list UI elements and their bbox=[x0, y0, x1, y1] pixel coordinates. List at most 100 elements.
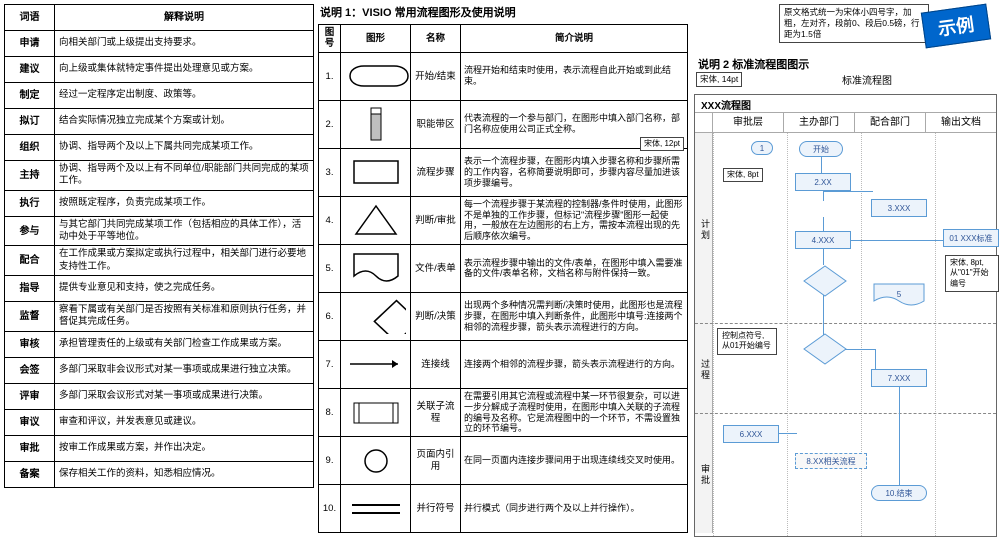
glossary-desc: 按照既定程序，负责完成某项工作。 bbox=[55, 190, 314, 216]
glossary-panel: 词语 解释说明 申请向相关部门或上级提出支持要求。建议向上级或集体就特定事件提出… bbox=[4, 4, 314, 539]
shape-row: 8. 关联子流程在需要引用其它流程或流程中某一环节很复杂，可以进一步分解成子流程时… bbox=[319, 388, 688, 436]
node-1: 1 bbox=[751, 141, 773, 155]
node-6: 6.XXX bbox=[723, 425, 779, 443]
shapes-h-name: 名称 bbox=[411, 25, 461, 53]
shape-desc: 出现两个多种情况需判断/决策时使用，此图形也是流程步骤，在图形中填入判断条件，此… bbox=[461, 292, 688, 340]
formatting-note: 原文格式统一为宋体小四号字，加粗，左对齐，段前0、段后0.5磅，行距为1.5倍 bbox=[779, 4, 929, 43]
shape-row: 1.开始/结束流程开始和结束时使用，表示流程自此开始或到此结束。 bbox=[319, 52, 688, 100]
glossary-term: 审议 bbox=[5, 409, 55, 435]
glossary-desc: 与其它部门共同完成某项工作（包括相应的具体工作），活动中处于平等地位。 bbox=[55, 216, 314, 246]
shapes-title: 说明 1：VISIO 常用流程图形及使用说明 bbox=[320, 4, 688, 20]
glossary-desc: 经过一定程序定出制度、政策等。 bbox=[55, 83, 314, 109]
glossary-row: 监督察看下属或有关部门是否按照有关标准和原则执行任务，并督促其完成任务。 bbox=[5, 302, 314, 332]
shapes-table: 图号 图形 名称 简介说明 1.开始/结束流程开始和结束时使用，表示流程自此开始… bbox=[318, 24, 688, 533]
glossary-desc: 提供专业意见和支持，使之完成任务。 bbox=[55, 276, 314, 302]
phase-0: 计划 bbox=[695, 133, 713, 323]
doc-5: 5 bbox=[873, 283, 925, 307]
glossary-desc: 结合实际情况独立完成某个方案或计划。 bbox=[55, 109, 314, 135]
glossary-header-desc: 解释说明 bbox=[55, 5, 314, 31]
shape-icon bbox=[341, 292, 411, 340]
shape-idx: 10. bbox=[319, 485, 341, 533]
sample-flowchart-panel: 原文格式统一为宋体小四号字，加粗，左对齐，段前0、段后0.5磅，行距为1.5倍 … bbox=[692, 4, 999, 539]
flowchart-container: XXX流程图 审批层 主办部门 配合部门 输出文档 计划 过程 审批 bbox=[694, 94, 997, 537]
lane-h-0: 审批层 bbox=[713, 113, 784, 132]
shape-name: 连接线 bbox=[411, 340, 461, 388]
glossary-term: 审核 bbox=[5, 331, 55, 357]
shape-idx: 7. bbox=[319, 340, 341, 388]
shape-idx: 3. bbox=[319, 148, 341, 196]
shape-idx: 5. bbox=[319, 244, 341, 292]
shapes-panel: 说明 1：VISIO 常用流程图形及使用说明 图号 图形 名称 简介说明 1.开… bbox=[318, 4, 688, 539]
glossary-row: 指导提供专业意见和支持，使之完成任务。 bbox=[5, 276, 314, 302]
glossary-term: 执行 bbox=[5, 190, 55, 216]
shape-icon bbox=[341, 100, 411, 148]
glossary-desc: 协调、指导两个及以上有不同单位/职能部门共同完成的某项工作。 bbox=[55, 161, 314, 191]
subtitle-label: 标准流程图 bbox=[842, 72, 892, 87]
glossary-desc: 在工作成果或方案拟定或执行过程中，相关部门进行必要地支持性工作。 bbox=[55, 246, 314, 276]
glossary-row: 备案保存相关工作的资料，知悉相应情况。 bbox=[5, 461, 314, 487]
right-title: 说明 2 标准流程图图示 bbox=[698, 56, 809, 72]
glossary-desc: 察看下属或有关部门是否按照有关标准和原则执行任务，并督促其完成任务。 bbox=[55, 302, 314, 332]
glossary-row: 审议审查和评议，并发表意见或建议。 bbox=[5, 409, 314, 435]
shape-idx: 8. bbox=[319, 388, 341, 436]
shapes-h-idx: 图号 bbox=[319, 25, 341, 53]
shape-idx: 1. bbox=[319, 52, 341, 100]
node-8: 8.XX相关流程 bbox=[795, 453, 867, 469]
glossary-desc: 多部门采取会议形式对某一事项或成果进行决策。 bbox=[55, 383, 314, 409]
glossary-table: 词语 解释说明 申请向相关部门或上级提出支持要求。建议向上级或集体就特定事件提出… bbox=[4, 4, 314, 488]
phase-2: 审批 bbox=[695, 413, 713, 533]
shape-desc: 每一个流程步骤于某流程的控制器/条件时使用，此图形不是单独的工作步骤，但标记"流… bbox=[461, 196, 688, 244]
node-end: 10.结束 bbox=[871, 485, 927, 501]
shape-desc: 并行模式（同步进行两个及以上并行操作）。 bbox=[461, 485, 688, 533]
glossary-term: 指导 bbox=[5, 276, 55, 302]
node-7: 7.XXX bbox=[871, 369, 927, 387]
glossary-row: 组织协调、指导两个及以上下属共同完成某项工作。 bbox=[5, 135, 314, 161]
shape-icon bbox=[341, 148, 411, 196]
glossary-row: 制定经过一定程序定出制度、政策等。 bbox=[5, 83, 314, 109]
glossary-term: 申请 bbox=[5, 31, 55, 57]
glossary-row: 审批按审工作成果或方案，并作出决定。 bbox=[5, 435, 314, 461]
shape-icon bbox=[341, 340, 411, 388]
glossary-term: 审批 bbox=[5, 435, 55, 461]
lane-h-2: 配合部门 bbox=[855, 113, 926, 132]
glossary-desc: 协调、指导两个及以上下属共同完成某项工作。 bbox=[55, 135, 314, 161]
glossary-term: 监督 bbox=[5, 302, 55, 332]
svg-text:5: 5 bbox=[897, 290, 902, 299]
glossary-desc: 承担管理责任的上级或有关部门检查工作成果或方案。 bbox=[55, 331, 314, 357]
lane-h-1: 主办部门 bbox=[784, 113, 855, 132]
shape-name: 判断/审批 bbox=[411, 196, 461, 244]
anno-font-8: 宋体, 8pt bbox=[723, 168, 763, 182]
glossary-term: 配合 bbox=[5, 246, 55, 276]
phase-1: 过程 bbox=[695, 323, 713, 413]
shape-name: 职能带区 bbox=[411, 100, 461, 148]
shape-row: 9. 页面内引用在同一页面内连接步骤间用于出现连续线交叉时使用。 bbox=[319, 437, 688, 485]
shape-icon bbox=[341, 388, 411, 436]
shape-desc: 在同一页面内连接步骤间用于出现连续线交叉时使用。 bbox=[461, 437, 688, 485]
shape-name: 流程步骤 bbox=[411, 148, 461, 196]
shape-desc: 在需要引用其它流程或流程中某一环节很复杂，可以进一步分解成子流程时使用，在图形中… bbox=[461, 388, 688, 436]
glossary-term: 参与 bbox=[5, 216, 55, 246]
shape-idx: 2. bbox=[319, 100, 341, 148]
shapes-h-desc: 简介说明 bbox=[461, 25, 688, 53]
shape-desc: 表示流程步骤中输出的文件/表单，在图形中填入需要准备的文件/表单名称，文档名称与… bbox=[461, 244, 688, 292]
shape-row: 6. 判断/决策出现两个多种情况需判断/决策时使用，此图形也是流程步骤，在图形中填… bbox=[319, 292, 688, 340]
shape-name: 关联子流程 bbox=[411, 388, 461, 436]
shape-row: 4.判断/审批每一个流程步骤于某流程的控制器/条件时使用，此图形不是单独的工作步… bbox=[319, 196, 688, 244]
glossary-desc: 审查和评议，并发表意见或建议。 bbox=[55, 409, 314, 435]
node-2: 2.XX bbox=[795, 173, 851, 191]
shape-name: 判断/决策 bbox=[411, 292, 461, 340]
shape-name: 页面内引用 bbox=[411, 437, 461, 485]
shape-idx: 6. bbox=[319, 292, 341, 340]
glossary-row: 拟订结合实际情况独立完成某个方案或计划。 bbox=[5, 109, 314, 135]
glossary-desc: 向上级或集体就特定事件提出处理意见或方案。 bbox=[55, 57, 314, 83]
node-start: 开始 bbox=[799, 141, 843, 157]
glossary-row: 执行按照既定程序，负责完成某项工作。 bbox=[5, 190, 314, 216]
glossary-desc: 多部门采取非会议形式对某一事项或成果进行独立决策。 bbox=[55, 357, 314, 383]
glossary-row: 评审多部门采取会议形式对某一事项或成果进行决策。 bbox=[5, 383, 314, 409]
glossary-row: 配合在工作成果或方案拟定或执行过程中，相关部门进行必要地支持性工作。 bbox=[5, 246, 314, 276]
shape-idx: 9. bbox=[319, 437, 341, 485]
shape-name: 文件/表单 bbox=[411, 244, 461, 292]
glossary-term: 备案 bbox=[5, 461, 55, 487]
glossary-row: 参与与其它部门共同完成某项工作（包括相应的具体工作），活动中处于平等地位。 bbox=[5, 216, 314, 246]
node-3: 3.XXX bbox=[871, 199, 927, 217]
